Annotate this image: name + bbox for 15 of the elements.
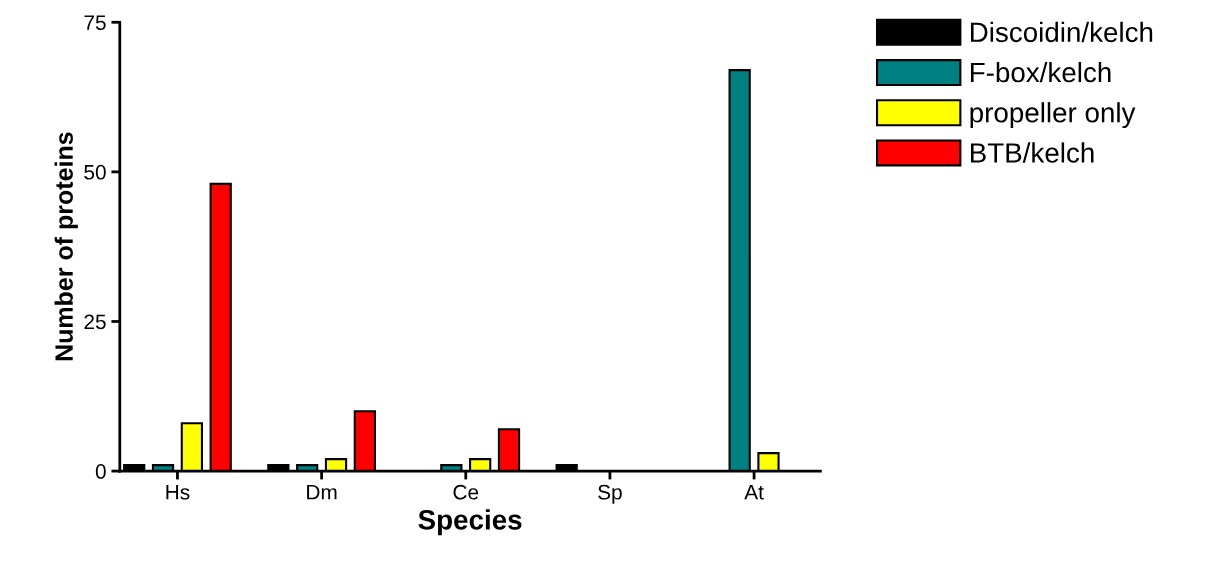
x-tick-label: At <box>744 485 764 500</box>
y-axis-title: Number of proteins <box>54 132 78 361</box>
y-tick-label: 0 <box>95 464 106 479</box>
y-tick-label: 25 <box>84 314 106 330</box>
x-tick-label: Hs <box>166 485 190 500</box>
legend-label: BTB/kelch <box>970 142 1094 163</box>
x-axis-title: Species <box>418 509 522 536</box>
legend-label: propeller only <box>970 102 1136 129</box>
x-tick-label: Dm <box>307 485 337 500</box>
x-tick-label: Ce <box>453 484 479 500</box>
legend-label: Discoidin/kelch <box>970 21 1153 43</box>
legend-label: F-box/kelch <box>970 61 1111 83</box>
y-tick-label: 50 <box>84 164 106 180</box>
y-tick-label: 75 <box>84 15 106 31</box>
x-tick-label: Sp <box>598 484 622 504</box>
